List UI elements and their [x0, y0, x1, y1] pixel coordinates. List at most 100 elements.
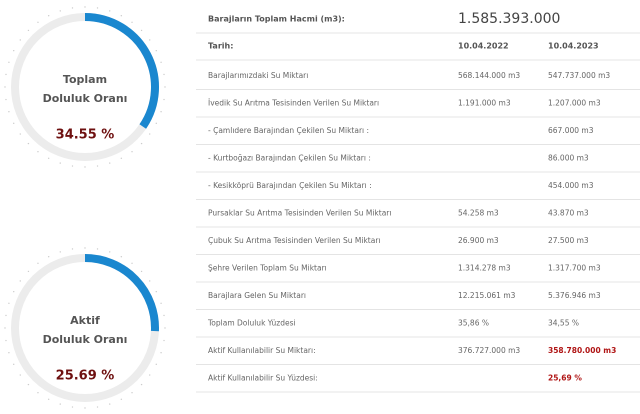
tick-dot	[96, 248, 99, 250]
tick-dot	[37, 392, 39, 394]
tick-dot	[59, 403, 61, 405]
table-cell: 376.727.000 m3	[458, 346, 520, 355]
tick-dot	[27, 270, 30, 273]
tick-dot	[109, 10, 111, 12]
tick-dot	[109, 162, 111, 164]
tick-dot	[96, 406, 99, 408]
table-cell: Şehre Verilen Toplam Su Miktarı	[208, 264, 327, 273]
tick-dot	[131, 262, 133, 264]
gauge-label: Doluluk Oranı	[43, 333, 128, 346]
tick-dot	[27, 383, 30, 386]
table-cell: Barajlara Gelen Su Miktarı	[208, 291, 306, 300]
tick-dot	[8, 352, 10, 354]
tick-dot	[155, 290, 157, 293]
table-cell: 5.376.946 m3	[548, 291, 601, 300]
gauge-value: 34.55 %	[56, 128, 115, 143]
tick-dot	[47, 398, 50, 400]
tick-dot	[164, 86, 166, 88]
tick-dot	[8, 111, 10, 113]
table-cell: Barajlarımızdaki Su Miktarı	[208, 71, 308, 80]
tick-dot	[109, 251, 111, 253]
tick-dot	[155, 49, 157, 52]
table-cell: Pursaklar Su Arıtma Tesisinden Verilen S…	[208, 209, 391, 218]
table-cell: Aktif Kullanılabilir Su Yüzdesi:	[208, 374, 318, 383]
tick-dot	[8, 302, 10, 304]
tick-dot	[13, 122, 15, 125]
table-cell: 1.207.000 m3	[548, 99, 601, 108]
table-cell: 54.258 m3	[458, 209, 499, 218]
tick-dot	[84, 6, 86, 8]
tick-dot	[140, 142, 143, 145]
table-cell: 667.000 m3	[548, 126, 594, 135]
tick-dot	[5, 98, 7, 101]
tick-dot	[120, 157, 123, 159]
tick-dot	[140, 29, 143, 32]
table-cell: 568.144.000 m3	[458, 71, 520, 80]
gauge-value: 25.69 %	[56, 369, 115, 384]
tick-dot	[96, 165, 99, 167]
tick-dot	[71, 406, 74, 408]
table-cell: 1.317.700 m3	[548, 264, 601, 273]
tick-dot	[84, 247, 86, 249]
tick-dot	[84, 166, 86, 168]
tick-dot	[131, 392, 133, 394]
tick-dot	[160, 111, 162, 113]
tick-dot	[59, 251, 61, 253]
tick-dot	[155, 122, 157, 125]
tick-dot	[59, 162, 61, 164]
tick-dot	[5, 73, 7, 76]
tick-dot	[47, 256, 50, 258]
tick-dot	[19, 133, 21, 135]
tick-dot	[37, 151, 39, 153]
tick-dot	[155, 363, 157, 366]
tick-dot	[96, 7, 99, 9]
tick-dot	[120, 15, 123, 17]
tick-dot	[5, 314, 7, 317]
tick-dot	[4, 86, 6, 88]
tick-dot	[149, 280, 151, 282]
header-cell: 10.04.2023	[548, 42, 599, 51]
table-cell: 454.000 m3	[548, 181, 594, 190]
table-cell: - Kesikköprü Barajından Çekilen Su Mikta…	[208, 181, 372, 190]
tick-dot	[37, 262, 39, 264]
tick-dot	[71, 165, 74, 167]
table-cell: 26.900 m3	[458, 236, 499, 245]
tick-dot	[160, 302, 162, 304]
table-cell: 35,86 %	[458, 319, 489, 328]
tick-dot	[109, 403, 111, 405]
table-cell: 358.780.000 m3	[548, 346, 616, 355]
gauge-arc	[84, 254, 159, 332]
tick-dot	[84, 407, 86, 409]
table-cell: 25,69 %	[548, 374, 582, 383]
tick-dot	[27, 142, 30, 145]
table-cell: 34,55 %	[548, 319, 579, 328]
tick-dot	[37, 21, 39, 23]
total-value: 1.585.393.000	[458, 11, 560, 27]
tick-dot	[19, 280, 21, 282]
tick-dot	[131, 151, 133, 153]
table-cell: 43.870 m3	[548, 209, 589, 218]
tick-dot	[163, 314, 165, 317]
tick-dot	[120, 398, 123, 400]
tick-dot	[149, 39, 151, 41]
tick-dot	[140, 270, 143, 273]
table-cell: 1.314.278 m3	[458, 264, 511, 273]
tick-dot	[27, 29, 30, 32]
total-label: Barajların Toplam Hacmi (m3):	[208, 15, 345, 24]
table-cell: İvedik Su Arıtma Tesisinden Verilen Su M…	[208, 99, 379, 108]
tick-dot	[149, 133, 151, 135]
tick-dot	[163, 73, 165, 76]
gauge-arc	[84, 13, 159, 129]
table-cell: Aktif Kullanılabilir Su Miktarı:	[208, 346, 316, 355]
table-cell: 547.737.000 m3	[548, 71, 610, 80]
table-cell: - Çamlıdere Barajından Çekilen Su Miktar…	[208, 126, 369, 135]
header-cell: Tarih:	[208, 42, 233, 51]
tick-dot	[160, 61, 162, 63]
tick-dot	[140, 383, 143, 386]
tick-dot	[4, 327, 6, 329]
tick-dot	[163, 339, 165, 342]
tick-dot	[164, 327, 166, 329]
tick-dot	[8, 61, 10, 63]
tick-dot	[160, 352, 162, 354]
